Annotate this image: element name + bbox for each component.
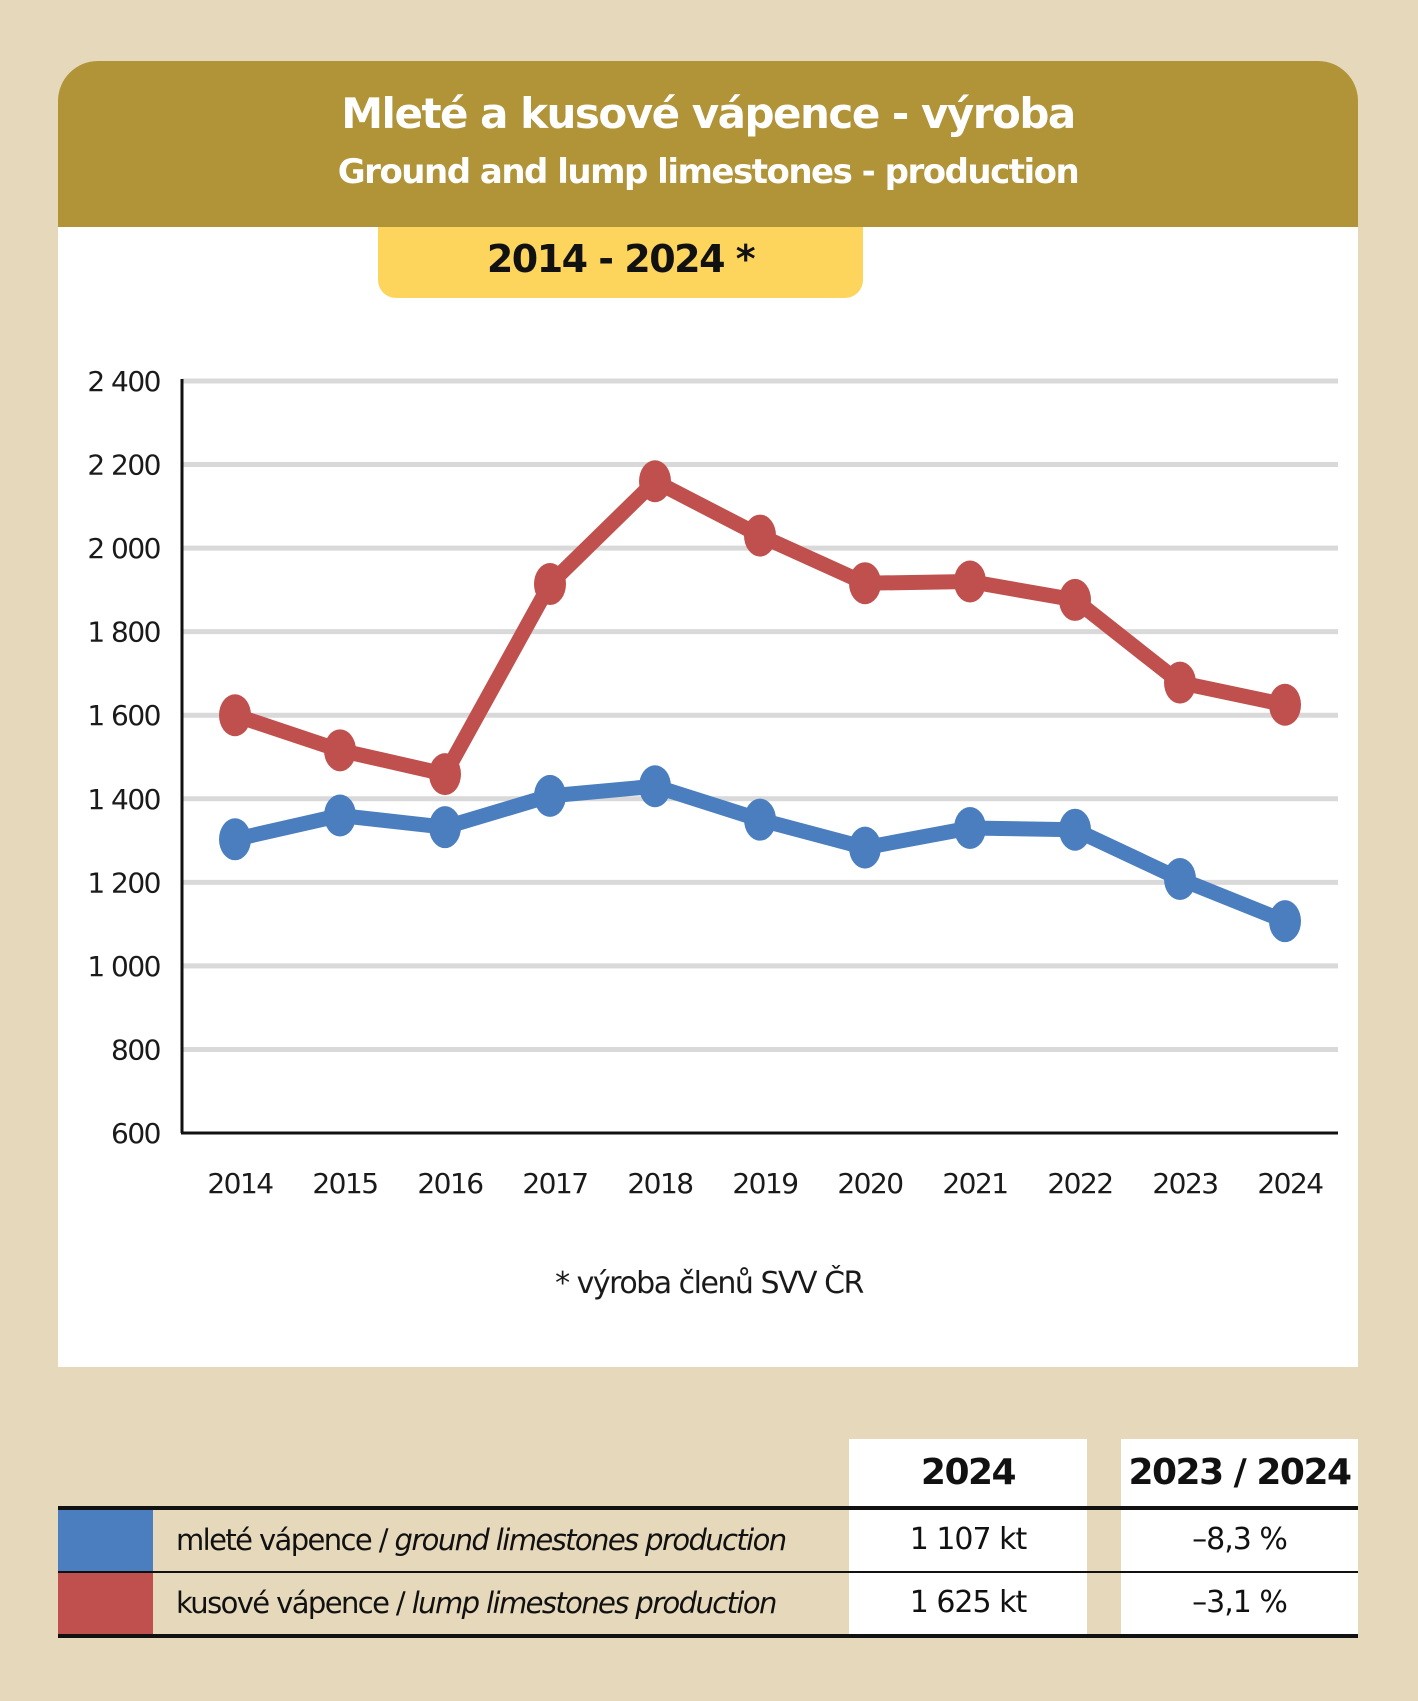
x-tick-label: 2019: [732, 1167, 797, 1200]
data-point: [639, 765, 671, 808]
data-point: [849, 562, 881, 605]
chart-title-czech: Mleté a kusové vápence - výroba: [341, 89, 1076, 138]
row-label-lump: kusové vápence / lump limestones product…: [176, 1572, 778, 1634]
data-point: [954, 807, 986, 850]
data-point: [219, 694, 251, 737]
series-ground: [219, 765, 1301, 943]
x-tick-label: 2020: [837, 1167, 902, 1200]
table-bottom-rule: [58, 1634, 1358, 1638]
x-tick-label: 2015: [312, 1167, 377, 1200]
data-point: [639, 460, 671, 503]
table-column-2024-bg: [849, 1439, 1087, 1636]
data-point: [429, 753, 461, 796]
table-top-rule: [58, 1506, 1358, 1510]
row-label-lump-en: lump limestones production: [411, 1586, 778, 1620]
data-point: [954, 560, 986, 603]
data-point: [1164, 661, 1196, 704]
data-point: [1269, 900, 1301, 943]
y-tick-label: 1 800: [87, 616, 160, 649]
y-tick-label: 1 400: [87, 783, 160, 816]
legend-swatch-lump: [58, 1573, 153, 1634]
chart-header: Mleté a kusové vápence - výroba Ground a…: [58, 61, 1358, 227]
data-point: [534, 774, 566, 817]
gridlines: [182, 378, 1338, 1052]
legend-swatch-ground: [58, 1510, 153, 1571]
x-tick-label: 2023: [1152, 1167, 1217, 1200]
line-chart: 600 800 1 000 1 200 1 400 1 600 1 800 2 000 2 20…: [87, 365, 1338, 1200]
data-point: [1164, 857, 1196, 900]
table-header-change: 2023 / 2024: [1128, 1452, 1352, 1493]
data-point: [324, 794, 356, 837]
table-middle-rule: [58, 1571, 1358, 1573]
x-tick-label: 2018: [627, 1167, 692, 1200]
x-tick-label: 2022: [1047, 1167, 1112, 1200]
x-tick-label: 2017: [522, 1167, 587, 1200]
y-tick-label: 800: [111, 1033, 160, 1066]
row-label-ground-cz: mleté vápence /: [176, 1523, 395, 1557]
x-tick-label: 2021: [942, 1167, 1007, 1200]
data-point: [534, 563, 566, 606]
data-point: [1059, 578, 1091, 621]
data-point: [1059, 808, 1091, 851]
x-tick-label: 2024: [1257, 1167, 1323, 1200]
y-tick-label: 2 400: [87, 365, 160, 398]
y-tick-label: 600: [111, 1117, 160, 1150]
data-point: [324, 729, 356, 772]
data-point: [849, 826, 881, 869]
series-group: [219, 460, 1301, 943]
data-point: [744, 798, 776, 841]
value-lump-2024: 1 625 kt: [909, 1585, 1028, 1620]
y-axis-tick-labels: 600 800 1 000 1 200 1 400 1 600 1 800 2 000 2 20…: [87, 365, 161, 1150]
y-tick-label: 1 000: [87, 950, 160, 983]
period-badge: 2014 - 2024 *: [378, 227, 863, 298]
y-tick-label: 1 600: [87, 699, 160, 732]
y-tick-label: 2 000: [87, 532, 160, 565]
chart-footnote: * výroba členů SVV ČR: [555, 1266, 864, 1301]
x-tick-label: 2014: [207, 1167, 273, 1200]
chart-title-english: Ground and lump limestones - production: [337, 152, 1080, 192]
y-tick-label: 2 200: [87, 449, 160, 482]
table-column-change-bg: [1121, 1439, 1358, 1636]
x-axis-tick-labels: 2014 2015 2016 2017 2018 2019 2020 2021 2022 2023…: [207, 1167, 1324, 1200]
x-tick-label: 2016: [417, 1167, 483, 1200]
row-label-ground: mleté vápence / ground limestones produc…: [176, 1509, 788, 1571]
change-lump: –3,1 %: [1192, 1585, 1288, 1620]
data-point: [219, 818, 251, 861]
data-point: [1269, 683, 1301, 726]
data-point: [429, 806, 461, 849]
data-point: [744, 514, 776, 557]
table-header-year: 2024: [920, 1452, 1017, 1493]
row-label-ground-en: ground limestones production: [394, 1523, 788, 1557]
series-lump: [219, 460, 1301, 796]
value-ground-2024: 1 107 kt: [909, 1522, 1028, 1557]
row-label-lump-cz: kusové vápence /: [176, 1586, 412, 1620]
change-ground: –8,3 %: [1192, 1522, 1288, 1557]
y-tick-label: 1 200: [87, 866, 160, 899]
